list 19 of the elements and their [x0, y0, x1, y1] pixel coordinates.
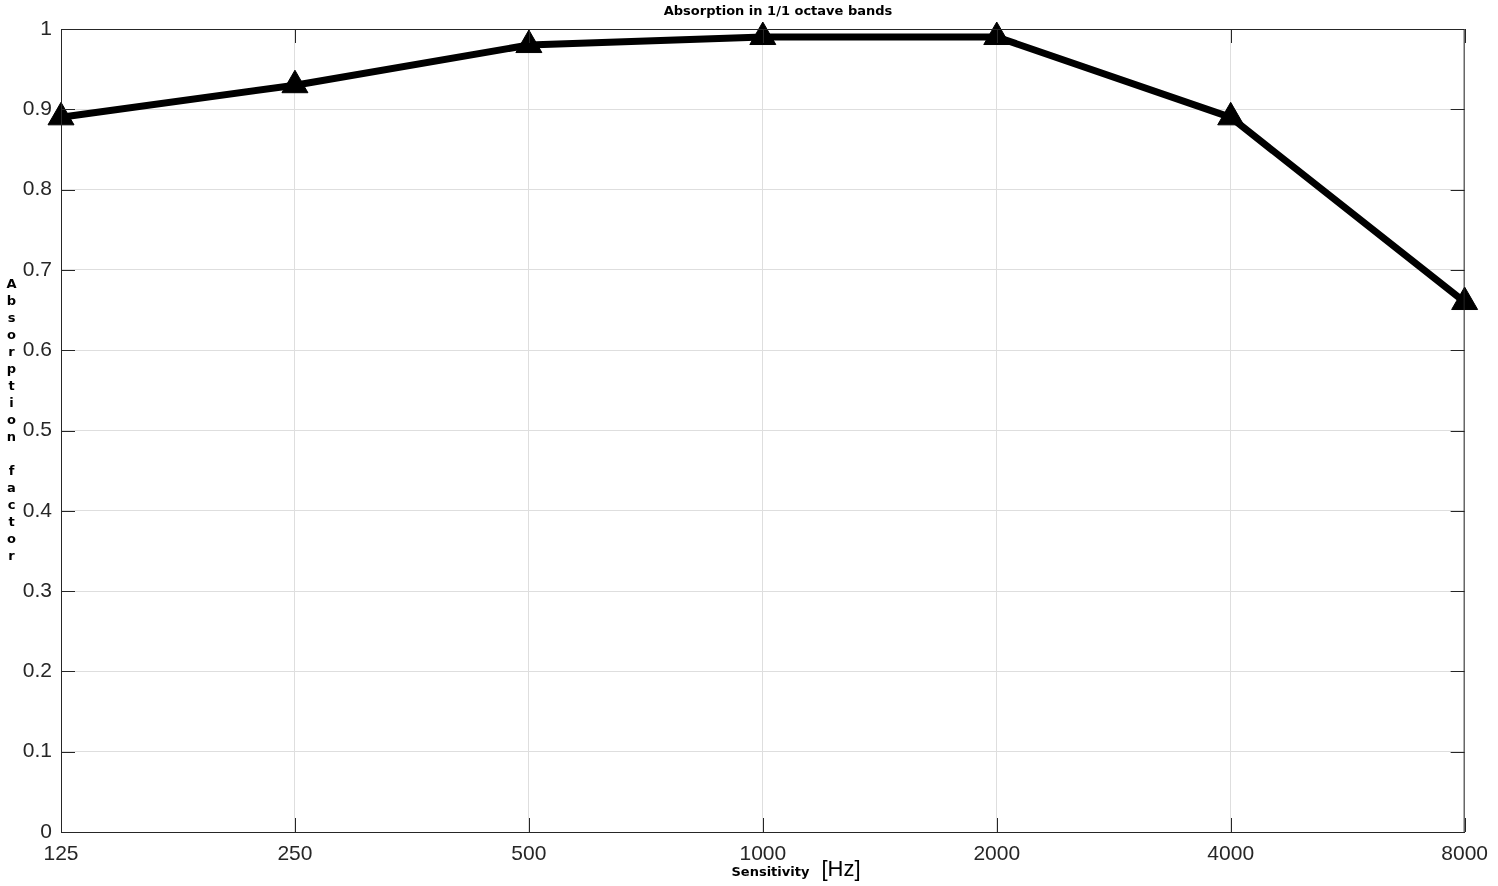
x-tick-label: 8000 — [1441, 841, 1488, 865]
x-tick-label: 125 — [43, 841, 79, 865]
x-tick-label: 2000 — [973, 841, 1021, 865]
y-tick-label: 0.2 — [22, 658, 52, 682]
y-tick-label: 0.3 — [22, 577, 52, 601]
y-tick-label: 0.9 — [22, 96, 52, 120]
y-tick-label: 0.1 — [22, 738, 52, 762]
y-tick-label: 0.5 — [22, 417, 52, 441]
y-tick-label: 0.4 — [22, 497, 53, 521]
y-tick-label: 1 — [40, 15, 52, 39]
x-tick-label: 4000 — [1207, 841, 1255, 865]
y-tick-label: 0 — [40, 818, 52, 842]
y-tick-label: 0.6 — [22, 337, 52, 360]
chart-title: Absorption in 1/1 octave bands — [662, 3, 894, 18]
x-tick-label: 500 — [511, 841, 547, 865]
y-tick-label: 0.7 — [22, 256, 52, 280]
x-tick-label: 250 — [277, 841, 313, 865]
y-axis-title: Absorption factor — [4, 276, 19, 565]
y-tick-label: 0.8 — [22, 176, 52, 200]
